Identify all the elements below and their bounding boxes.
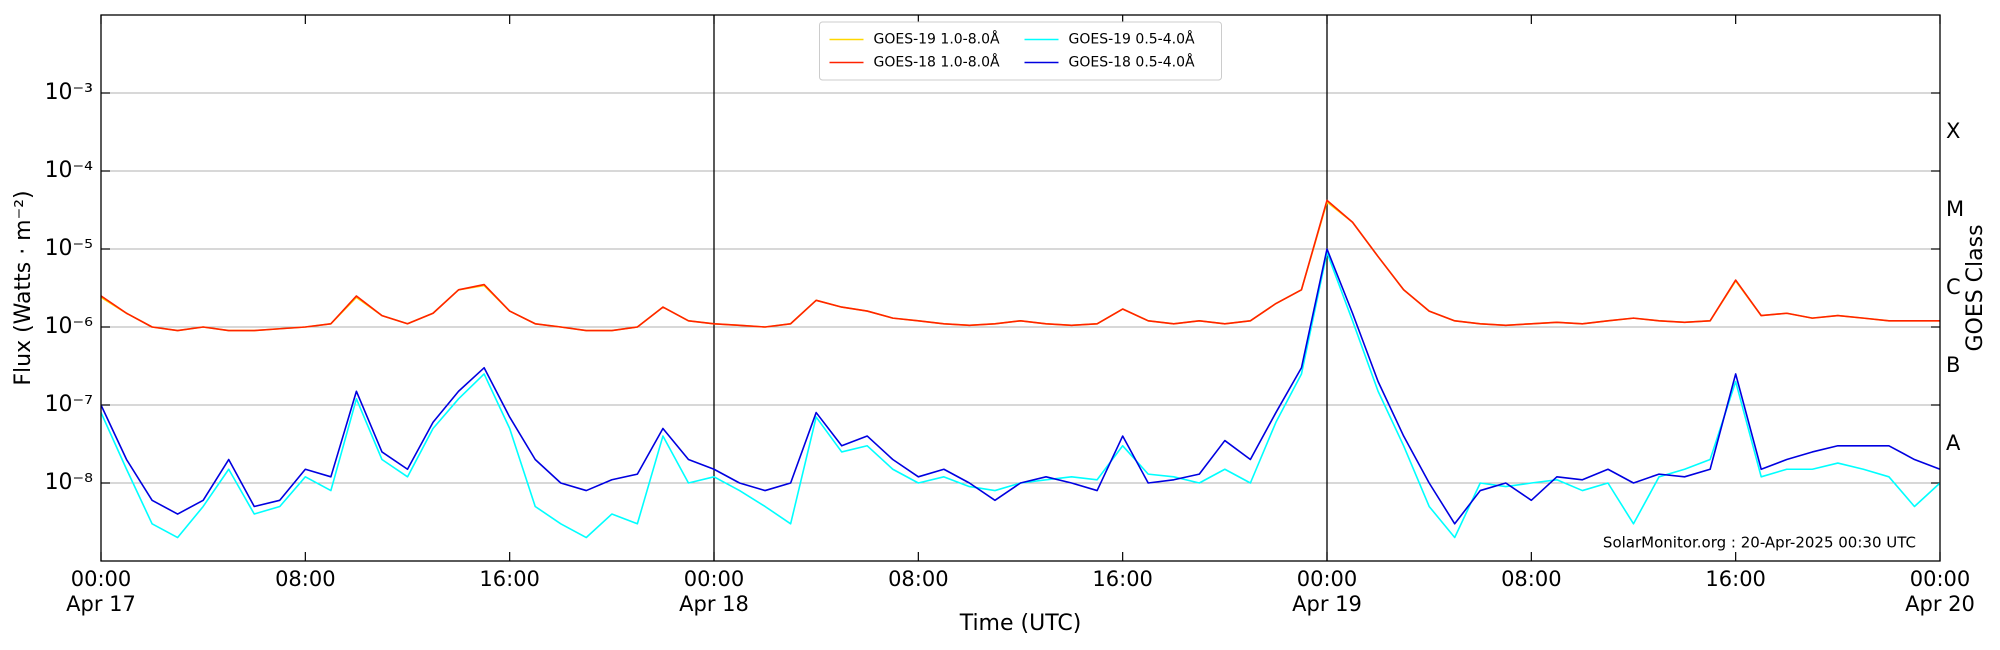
y2-tick-label: C <box>1946 275 1961 299</box>
y2-tick-label: A <box>1946 431 1961 455</box>
y-tick-label: 10⁻⁵ <box>45 236 93 261</box>
x-tick-label: 00:00 Apr 17 <box>66 567 136 617</box>
x-tick-label: 16:00 <box>1092 567 1153 591</box>
y-tick-label: 10⁻³ <box>45 80 93 105</box>
x-tick-label: 00:00 Apr 20 <box>1905 567 1975 617</box>
x-tick-label: 08:00 <box>1501 567 1562 591</box>
x-tick-label: 16:00 <box>479 567 540 591</box>
y-tick-label: 10⁻⁸ <box>45 470 94 495</box>
x-tick-label: 16:00 <box>1705 567 1766 591</box>
y-tick-label: 10⁻⁷ <box>45 392 93 417</box>
legend-label: GOES-18 0.5-4.0Å <box>1069 54 1195 71</box>
y2-tick-label: X <box>1946 119 1960 143</box>
legend-label: GOES-18 1.0-8.0Å <box>874 54 1000 71</box>
annotation: SolarMonitor.org : 20-Apr-2025 00:30 UTC <box>1603 534 1916 552</box>
series-line <box>101 248 1940 525</box>
x-axis-label: Time (UTC) <box>959 611 1082 636</box>
y2-axis-label: GOES Class <box>1963 224 1988 351</box>
legend-label: GOES-19 0.5-4.0Å <box>1069 31 1195 48</box>
y2-tick-label: M <box>1946 197 1964 221</box>
y-tick-label: 10⁻⁶ <box>45 314 94 339</box>
legend-label: GOES-19 1.0-8.0Å <box>874 31 1000 48</box>
y-tick-label: 10⁻⁴ <box>45 158 94 183</box>
x-tick-label: 08:00 <box>888 567 949 591</box>
series-line <box>101 251 1940 539</box>
legend-box <box>819 21 1222 81</box>
y2-tick-label: B <box>1946 353 1960 377</box>
series-line <box>101 199 1940 332</box>
plot-frame <box>100 14 1941 562</box>
x-tick-label: 00:00 Apr 19 <box>1292 567 1362 617</box>
y-axis-label: Flux (Watts · m⁻²) <box>11 190 36 385</box>
x-tick-label: 08:00 <box>275 567 336 591</box>
x-tick-label: 00:00 Apr 18 <box>679 567 749 617</box>
